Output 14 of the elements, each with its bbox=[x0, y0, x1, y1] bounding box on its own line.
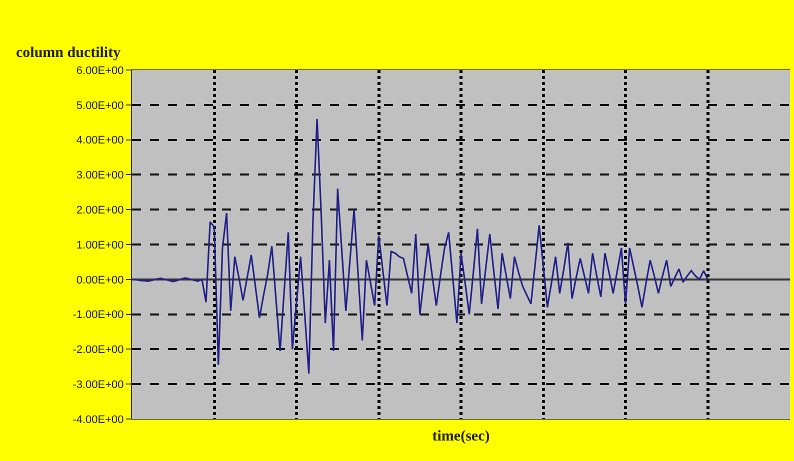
y-tick-label: -1.00E+00 bbox=[72, 309, 124, 322]
y-tick-label: 4.00E+00 bbox=[76, 134, 124, 147]
y-axis-title: column ductility bbox=[16, 45, 122, 61]
y-tick-label: -4.00E+00 bbox=[72, 414, 124, 426]
y-tick-label: 5.00E+00 bbox=[76, 100, 124, 112]
y-tick-label: -3.00E+00 bbox=[72, 378, 124, 391]
y-tick-label: -2.00E+00 bbox=[72, 344, 124, 356]
line-series bbox=[132, 118, 709, 374]
y-tick-label: 1.00E+00 bbox=[76, 239, 124, 252]
y-tick-label: 6.00E+00 bbox=[76, 64, 124, 77]
y-tick-label: 3.00E+00 bbox=[76, 170, 124, 182]
y-tick-label: 0.00E+00 bbox=[76, 274, 124, 286]
x-axis-title: time(sec) bbox=[432, 428, 490, 444]
y-tick-label: 2.00E+00 bbox=[76, 204, 124, 216]
